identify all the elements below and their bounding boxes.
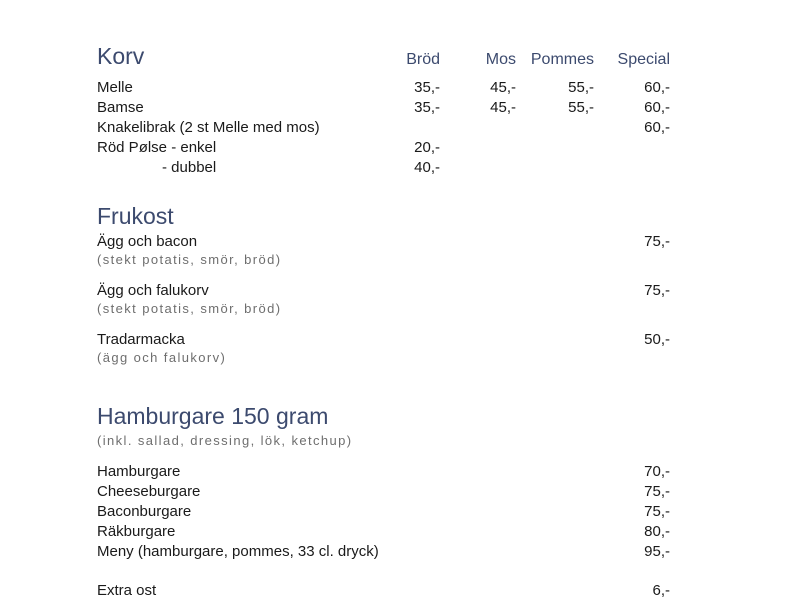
section-subtitle-hamburgare: (inkl. sallad, dressing, lök, ketchup) <box>97 433 353 448</box>
item-name: Extra ost <box>97 582 157 599</box>
menu-item-baconburgare: Baconburgare 75,- <box>97 502 670 522</box>
item-name: Cheeseburgare <box>97 483 201 500</box>
menu-item-tradarmacka: Tradarmacka 50,- (ägg och falukorv) <box>97 330 670 367</box>
item-description: (stekt potatis, smör, bröd) <box>97 301 282 316</box>
item-price: 75,- <box>644 483 670 500</box>
section-title-frukost: Frukost <box>97 203 174 229</box>
column-header-special: Special <box>617 51 670 68</box>
price-cell-special <box>594 138 670 158</box>
item-price: 95,- <box>644 543 670 560</box>
section-korv: Korv Bröd Mos Pommes Special Melle 35,- … <box>97 43 670 178</box>
item-name: Ägg och bacon <box>97 233 198 250</box>
menu-item-hamburgare: Hamburgare 70,- <box>97 462 670 482</box>
price-cell-brod: 35,- <box>414 79 440 96</box>
section-hamburgare: Hamburgare 150 gram (inkl. sallad, dress… <box>97 400 670 600</box>
item-name: Melle <box>97 79 133 96</box>
korv-header-row: Korv Bröd Mos Pommes Special <box>97 43 670 78</box>
item-price: 50,- <box>644 331 670 348</box>
item-name: - dubbel <box>162 159 217 176</box>
item-price: 75,- <box>644 503 670 520</box>
item-description: (stekt potatis, smör, bröd) <box>97 252 282 267</box>
price-cell-brod: 35,- <box>414 99 440 116</box>
price-cell-mos: 45,- <box>490 79 516 96</box>
column-header-brod: Bröd <box>406 51 440 68</box>
item-name: Meny (hamburgare, pommes, 33 cl. dryck) <box>97 543 379 560</box>
item-name: Ägg och falukorv <box>97 282 209 299</box>
price-cell-special: 60,- <box>644 99 670 116</box>
price-cell-special: 60,- <box>644 119 670 136</box>
menu-item-agg-och-bacon: Ägg och bacon 75,- (stekt potatis, smör,… <box>97 232 670 269</box>
price-cell-brod: 40,- <box>414 159 440 176</box>
price-cell-pommes: 55,- <box>568 99 594 116</box>
menu-item-extra-ost: Extra ost 6,- <box>97 581 670 600</box>
menu-row-rod-polse-enkel: Röd Pølse - enkel 20,- <box>97 138 670 158</box>
price-cell-mos <box>440 138 516 158</box>
item-name: Räkburgare <box>97 523 176 540</box>
section-title-korv: Korv <box>97 43 145 69</box>
column-header-mos: Mos <box>485 51 516 68</box>
menu-item-cheeseburgare: Cheeseburgare 75,- <box>97 482 670 502</box>
item-name: Baconburgare <box>97 503 192 520</box>
column-header-pommes: Pommes <box>530 51 594 68</box>
price-cell-pommes <box>516 138 594 158</box>
menu-row-bamse: Bamse 35,- 45,- 55,- 60,- <box>97 98 670 118</box>
item-price: 75,- <box>644 282 670 299</box>
price-cell-brod <box>364 118 440 138</box>
menu-row-rod-polse-dubbel: - dubbel 40,- <box>97 158 670 178</box>
item-price: 80,- <box>644 523 670 540</box>
menu-row-knakelibrak: Knakelibrak (2 st Melle med mos) 60,- <box>97 118 670 138</box>
menu-row-melle: Melle 35,- 45,- 55,- 60,- <box>97 78 670 98</box>
price-cell-special: 60,- <box>644 79 670 96</box>
item-name: Tradarmacka <box>97 331 185 348</box>
price-cell-pommes <box>516 118 594 138</box>
menu-item-meny: Meny (hamburgare, pommes, 33 cl. dryck) … <box>97 542 670 562</box>
price-cell-pommes <box>516 158 594 178</box>
section-title-hamburgare: Hamburgare 150 gram <box>97 403 329 429</box>
item-description: (ägg och falukorv) <box>97 350 227 365</box>
menu-content: Korv Bröd Mos Pommes Special Melle 35,- … <box>97 43 670 600</box>
price-cell-special <box>594 158 670 178</box>
item-price: 70,- <box>644 463 670 480</box>
menu-item-rakburgare: Räkburgare 80,- <box>97 522 670 542</box>
price-cell-brod: 20,- <box>414 139 440 156</box>
price-cell-mos <box>440 158 516 178</box>
item-name: Hamburgare <box>97 463 181 480</box>
item-price: 75,- <box>644 233 670 250</box>
item-name: Knakelibrak (2 st Melle med mos) <box>97 119 320 136</box>
section-frukost: Frukost Ägg och bacon 75,- (stekt potati… <box>97 200 670 367</box>
item-name: Bamse <box>97 99 144 116</box>
price-cell-pommes: 55,- <box>568 79 594 96</box>
item-price: 6,- <box>652 582 670 599</box>
hamburgare-items: Hamburgare 70,- Cheeseburgare 75,- Bacon… <box>97 462 670 562</box>
menu-item-agg-och-falukorv: Ägg och falukorv 75,- (stekt potatis, sm… <box>97 281 670 318</box>
price-cell-mos: 45,- <box>490 99 516 116</box>
item-name: Röd Pølse - enkel <box>97 139 217 156</box>
price-cell-mos <box>440 118 516 138</box>
